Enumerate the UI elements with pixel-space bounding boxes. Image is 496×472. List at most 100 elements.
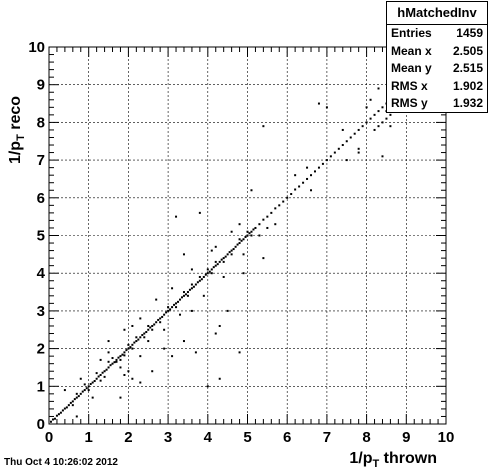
- scatter-point: [184, 293, 187, 296]
- scatter-point: [274, 207, 277, 210]
- scatter-point: [321, 162, 324, 165]
- scatter-point: [190, 283, 193, 286]
- tick-labels-layer: 0 1 2 3 4 5 6 7 8 9 10 0 1 2 3 4 5 6 7 8 9 10: [28, 39, 454, 446]
- scatter-point: [242, 272, 245, 275]
- x-tick-label: 1: [85, 429, 93, 446]
- scatter-point: [208, 270, 211, 273]
- scatter-point: [133, 341, 136, 344]
- scatter-point: [190, 309, 193, 312]
- scatter-point: [248, 232, 251, 235]
- scatter-point: [75, 396, 78, 399]
- scatter-point: [175, 302, 178, 305]
- scatter-point: [139, 317, 142, 320]
- scatter-point: [242, 238, 245, 241]
- scatter-point: [109, 364, 112, 367]
- scatter-point: [123, 328, 126, 331]
- scatter-point: [232, 248, 235, 251]
- scatter-point: [171, 306, 174, 309]
- scatter-point: [95, 377, 98, 380]
- scatter-point: [111, 357, 114, 360]
- scatter-point: [71, 404, 74, 407]
- y-tick-label: 0: [37, 416, 45, 433]
- scatter-point: [143, 336, 146, 339]
- stats-value: 2.505: [452, 43, 483, 58]
- scatter-point: [202, 275, 205, 278]
- stats-row-mean-y: Mean y 2.515: [387, 60, 487, 78]
- scatter-point: [214, 264, 217, 267]
- scatter-point: [252, 228, 255, 231]
- scatter-point: [228, 251, 231, 254]
- scatter-point: [250, 230, 253, 233]
- scatter-point: [200, 278, 203, 281]
- scatter-point: [77, 395, 80, 398]
- scatter-point: [262, 125, 265, 128]
- scatter-point: [385, 117, 388, 120]
- scatter-point: [357, 151, 360, 154]
- scatter-point: [99, 379, 102, 382]
- scatter-point: [107, 360, 110, 363]
- scatter-point: [286, 196, 289, 199]
- scatter-point: [238, 351, 241, 354]
- scatter-point: [240, 239, 243, 242]
- scatter-point: [206, 385, 209, 388]
- scatter-point: [123, 373, 126, 376]
- scatter-point: [175, 306, 178, 309]
- scatter-point: [155, 298, 158, 301]
- scatter-point: [236, 243, 239, 246]
- scatter-point: [67, 404, 70, 407]
- scatter-point: [230, 230, 233, 233]
- scatter-point: [290, 193, 293, 196]
- scatter-point: [171, 287, 174, 290]
- y-tick-label: 10: [28, 39, 45, 56]
- scatter-point: [143, 332, 146, 335]
- x-tick-label: 6: [283, 429, 291, 446]
- x-axis-title: 1/pT thrown: [349, 450, 437, 470]
- scatter-point: [377, 110, 380, 113]
- scatter-point: [121, 353, 124, 356]
- stats-row-rms-x: RMS x 1.902: [387, 78, 487, 96]
- scatter-point: [79, 377, 82, 380]
- scatter-point: [119, 358, 122, 361]
- scatter-point: [365, 121, 368, 124]
- y-tick-label: 4: [37, 265, 46, 282]
- scatter-point: [230, 253, 233, 256]
- scatter-point: [306, 177, 309, 180]
- scatter-point: [63, 389, 66, 392]
- scatter-point: [153, 323, 156, 326]
- scatter-point: [345, 159, 348, 162]
- scatter-point: [127, 370, 130, 373]
- y-tick-label: 2: [37, 341, 45, 358]
- scatter-point: [119, 355, 122, 358]
- scatter-point: [246, 230, 249, 233]
- scatter-point: [341, 144, 344, 147]
- scatter-point: [79, 392, 82, 395]
- stats-box: hMatchedInv Entries 1459 Mean x 2.505 Me…: [386, 1, 488, 113]
- scatter-point: [389, 113, 392, 116]
- scatter-point: [182, 294, 185, 297]
- stats-label: Mean y: [391, 61, 432, 76]
- y-tick-label: 9: [37, 77, 45, 94]
- scatter-point: [171, 355, 174, 358]
- scatter-point: [127, 343, 130, 346]
- scatter-point: [87, 385, 90, 388]
- scatter-point: [169, 308, 172, 311]
- scatter-point: [113, 361, 116, 364]
- scatter-point: [329, 155, 332, 158]
- scatter-point: [377, 125, 380, 128]
- scatter-point: [163, 347, 166, 350]
- scatter-point: [155, 321, 158, 324]
- stats-value: 1459: [456, 26, 483, 40]
- scatter-point: [341, 128, 344, 131]
- scatter-point: [210, 249, 213, 252]
- scatter-point: [230, 249, 233, 252]
- scatter-point: [71, 400, 74, 403]
- scatter-point: [135, 340, 138, 343]
- scatter-point: [214, 332, 217, 335]
- scatter-point: [165, 311, 168, 314]
- scatter-point: [125, 349, 128, 352]
- scatter-point: [137, 338, 140, 341]
- scatter-point: [246, 234, 249, 237]
- scatter-point: [242, 253, 245, 256]
- y-tick-label: 3: [37, 303, 45, 320]
